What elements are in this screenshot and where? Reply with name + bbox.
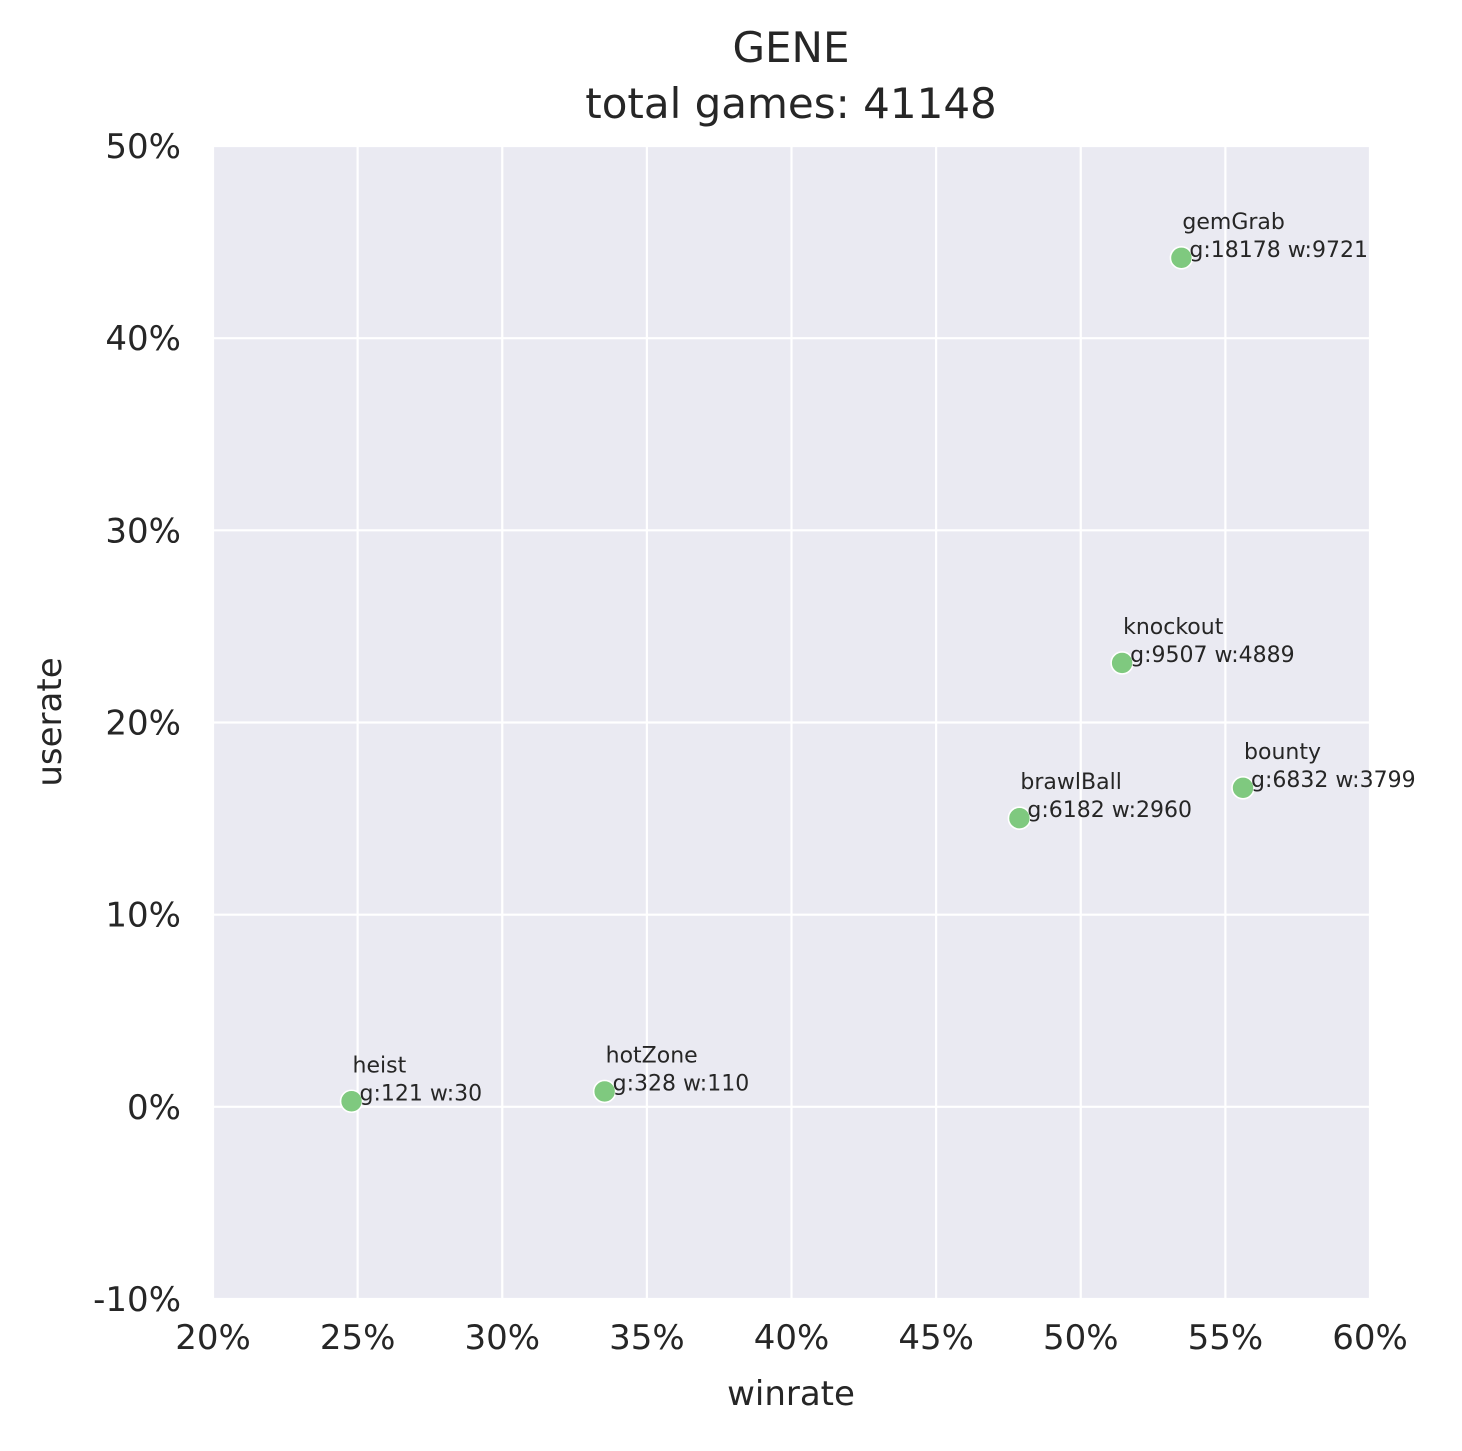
x-tick-label: 30% <box>464 1318 540 1358</box>
y-tick-label: -10% <box>93 1280 181 1320</box>
chart-subtitle: total games: 41148 <box>585 79 997 128</box>
point-label: knockout <box>1123 615 1224 640</box>
data-point-gemGrab: gemGrab g:18178 w:9721 <box>1169 210 1368 270</box>
point-info: g:6832 w:3799 <box>1251 768 1416 793</box>
y-tick-label: 40% <box>105 319 181 359</box>
point-label: brawlBall <box>1020 770 1121 795</box>
y-tick-label: 0% <box>127 1088 181 1128</box>
x-tick-labels: 20% 25% 30% 35% 40% 45% 50% 55% 60% <box>175 1318 1408 1358</box>
data-point-hotZone: hotZone g:328 w:110 <box>592 1043 750 1104</box>
point-label: bounty <box>1244 740 1321 765</box>
chart-title: GENE <box>732 23 849 72</box>
x-tick-label: 20% <box>175 1318 251 1358</box>
x-tick-label: 60% <box>1332 1318 1408 1358</box>
data-point-heist: heist g:121 w:30 <box>339 1053 483 1114</box>
point-info: g:6182 w:2960 <box>1027 798 1192 823</box>
y-tick-label: 20% <box>105 704 181 744</box>
data-point-brawlBall: brawlBall g:6182 w:2960 <box>1007 770 1192 830</box>
point-info: g:121 w:30 <box>360 1081 483 1106</box>
scatter-point <box>1231 776 1255 800</box>
point-info: g:328 w:110 <box>613 1071 750 1096</box>
data-points: gemGrab g:18178 w:9721 knockout g:9507 w:48… <box>339 210 1416 1114</box>
scatter-point <box>592 1079 617 1104</box>
grid-lines <box>211 144 1372 1301</box>
point-label: heist <box>353 1053 407 1078</box>
scatter-point <box>1110 651 1134 675</box>
scatter-point <box>1007 806 1032 830</box>
x-tick-label: 50% <box>1043 1318 1119 1358</box>
point-info: g:18178 w:9721 <box>1189 238 1368 263</box>
x-axis-label: winrate <box>727 1374 855 1414</box>
point-label: gemGrab <box>1182 210 1284 235</box>
scatter-point <box>339 1089 364 1114</box>
data-point-knockout: knockout g:9507 w:4889 <box>1110 615 1295 675</box>
x-tick-label: 25% <box>320 1318 396 1358</box>
y-tick-label: 50% <box>105 127 181 167</box>
y-axis-label: userate <box>30 657 70 786</box>
point-label: hotZone <box>606 1043 698 1068</box>
data-point-bounty: bounty g:6832 w:3799 <box>1231 740 1416 800</box>
scatter-point <box>1169 246 1194 270</box>
y-tick-labels: -10% 0% 10% 20% 30% 40% 50% <box>93 127 181 1320</box>
x-tick-label: 40% <box>754 1318 830 1358</box>
y-tick-label: 10% <box>105 896 181 936</box>
point-info: g:9507 w:4889 <box>1130 643 1295 668</box>
x-tick-label: 55% <box>1188 1318 1264 1358</box>
x-tick-label: 45% <box>898 1318 974 1358</box>
x-tick-label: 35% <box>609 1318 685 1358</box>
y-tick-label: 30% <box>105 511 181 551</box>
